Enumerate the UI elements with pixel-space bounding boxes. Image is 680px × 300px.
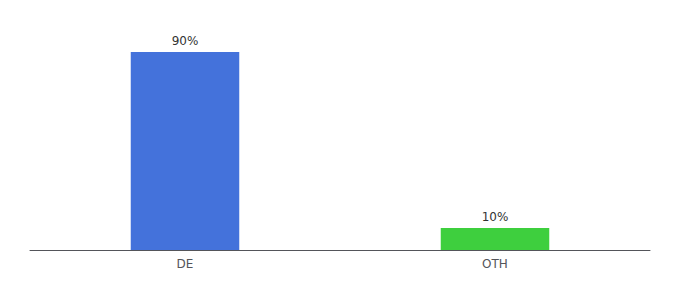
svg-text:OTH: OTH — [482, 257, 508, 271]
svg-text:DE: DE — [177, 257, 194, 271]
svg-text:90%: 90% — [172, 34, 199, 48]
svg-text:10%: 10% — [482, 210, 509, 224]
